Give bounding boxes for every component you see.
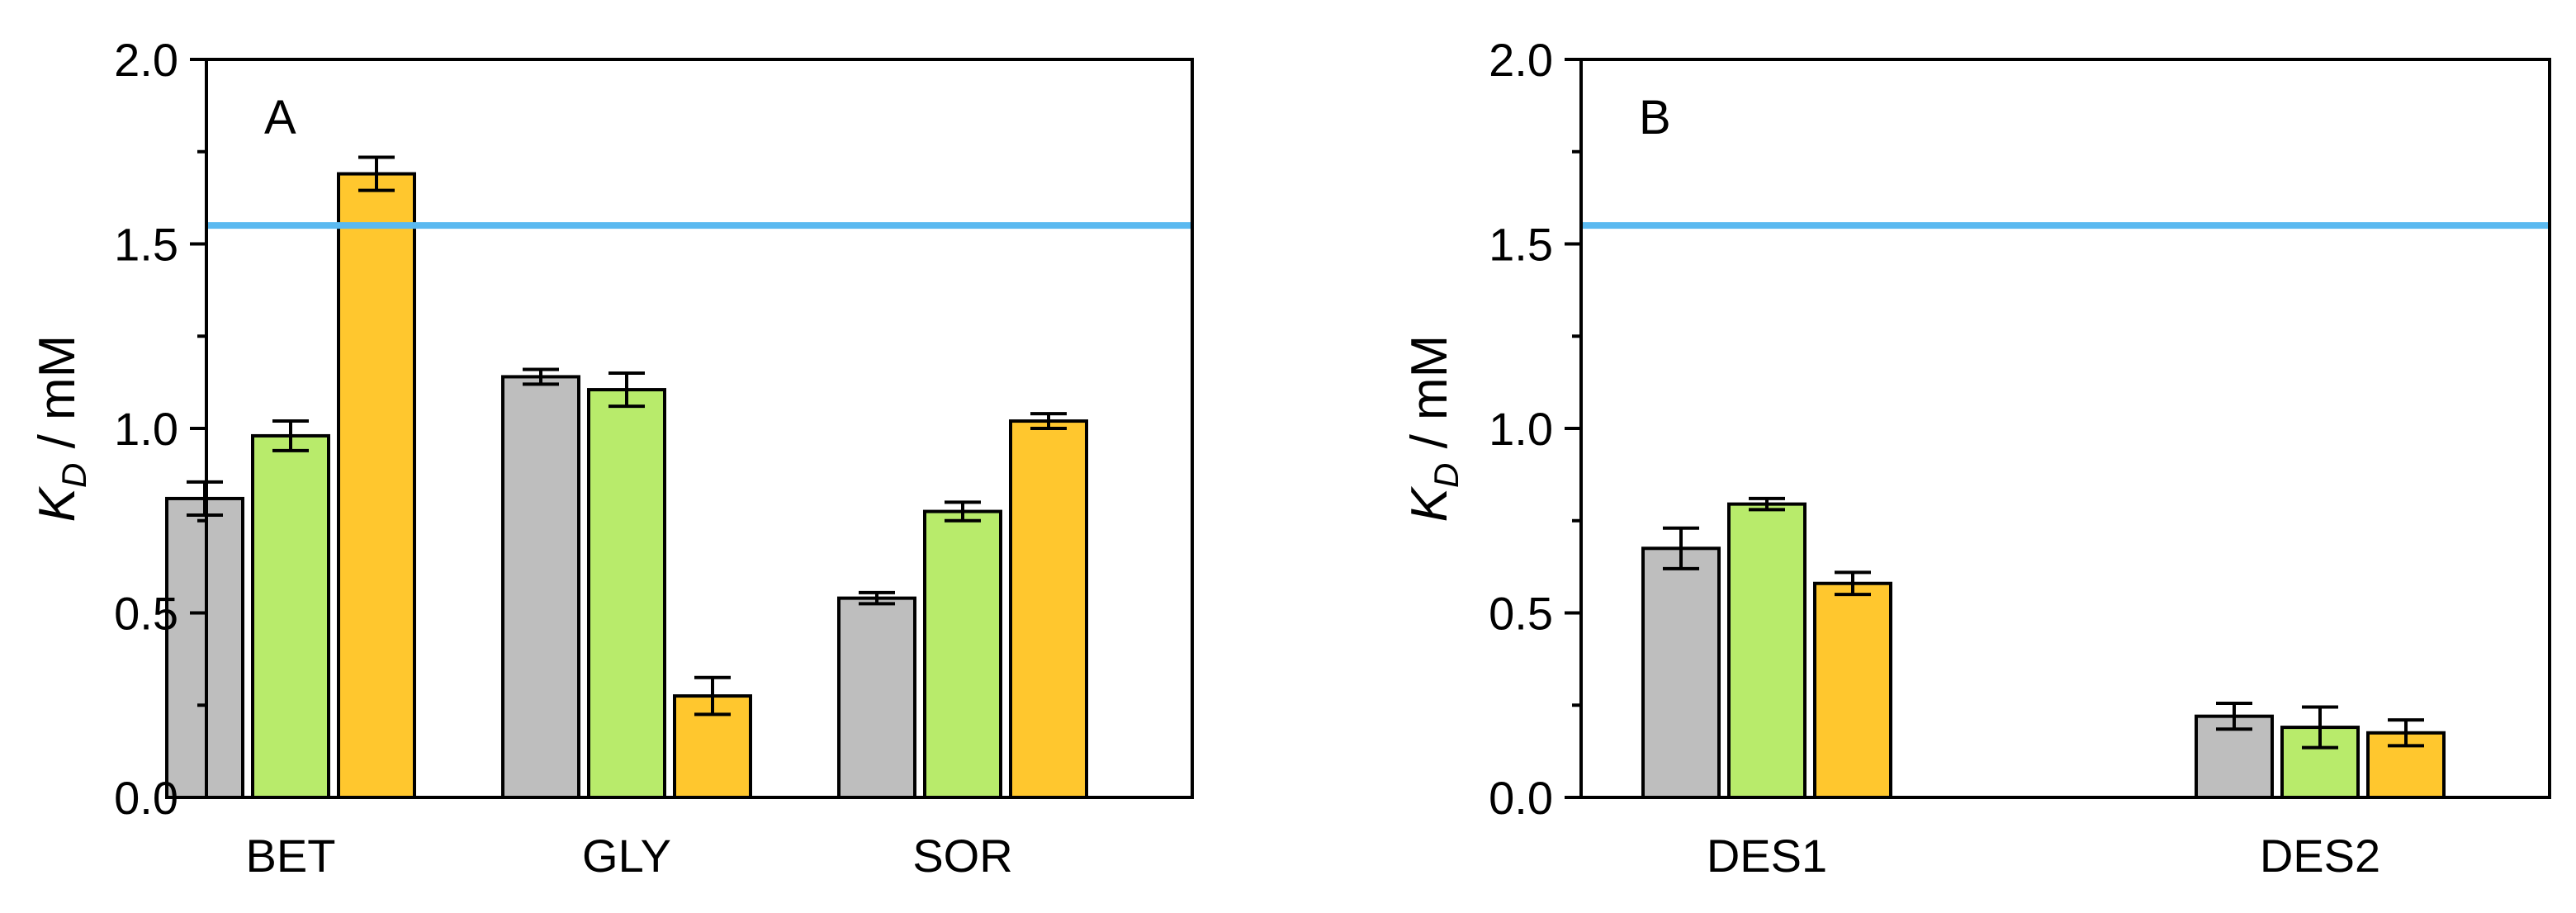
y-axis-label-symbol: K (29, 485, 86, 522)
y-tick-label: 0.0 (114, 772, 178, 824)
panel-label: A (264, 91, 296, 144)
plot-frame (1579, 58, 2551, 799)
x-tick-label-des2: DES2 (2260, 830, 2380, 882)
bar-yellow-sor (1009, 419, 1088, 799)
y-tick-label: 0.0 (1489, 772, 1553, 824)
y-tick-label: 0.5 (114, 588, 178, 640)
y-tick-label: 2.0 (114, 34, 178, 86)
x-tick-label-bet: BET (246, 830, 336, 882)
x-tick-label-sor: SOR (912, 830, 1012, 882)
y-tick-label: 2.0 (1489, 34, 1553, 86)
y-tick-label: 1.5 (114, 219, 178, 271)
y-axis-label: KD / mM (29, 335, 93, 523)
bar-green-gly (587, 388, 666, 799)
x-tick-label-des1: DES1 (1707, 830, 1827, 882)
y-tick-label: 1.0 (114, 403, 178, 455)
bar-yellow-bet (337, 172, 416, 799)
y-axis-label-subscript: D (1427, 463, 1466, 488)
y-tick-label: 0.5 (1489, 588, 1553, 640)
y-axis-label: KD / mM (1401, 335, 1466, 523)
y-axis-label-subscript: D (54, 463, 93, 488)
bar-green-des1 (1727, 502, 1807, 799)
bar-green-sor (923, 509, 1002, 799)
y-axis-label-unit: / mM (1401, 335, 1458, 463)
x-tick-label-gly: GLY (582, 830, 671, 882)
panel-label: B (1639, 91, 1671, 144)
bar-gray-gly (501, 375, 580, 799)
y-axis-label-symbol: K (1401, 485, 1458, 522)
y-axis-label-unit: / mM (29, 335, 86, 463)
panel-a: 0.0 0.5 1.0 1.5 2.0 BET GLY SOR A KD / mM (29, 34, 1194, 882)
bar-gray-des1 (1641, 546, 1721, 800)
panel-b: 0.0 0.5 1.0 1.5 2.0 DES1 DES2 B KD / mM (1401, 34, 2551, 882)
bar-yellow-des1 (1813, 581, 1892, 799)
bar-green-bet (251, 433, 330, 799)
y-tick-label: 1.5 (1489, 219, 1553, 271)
y-tick-label: 1.0 (1489, 403, 1553, 455)
bar-gray-sor (837, 596, 916, 799)
